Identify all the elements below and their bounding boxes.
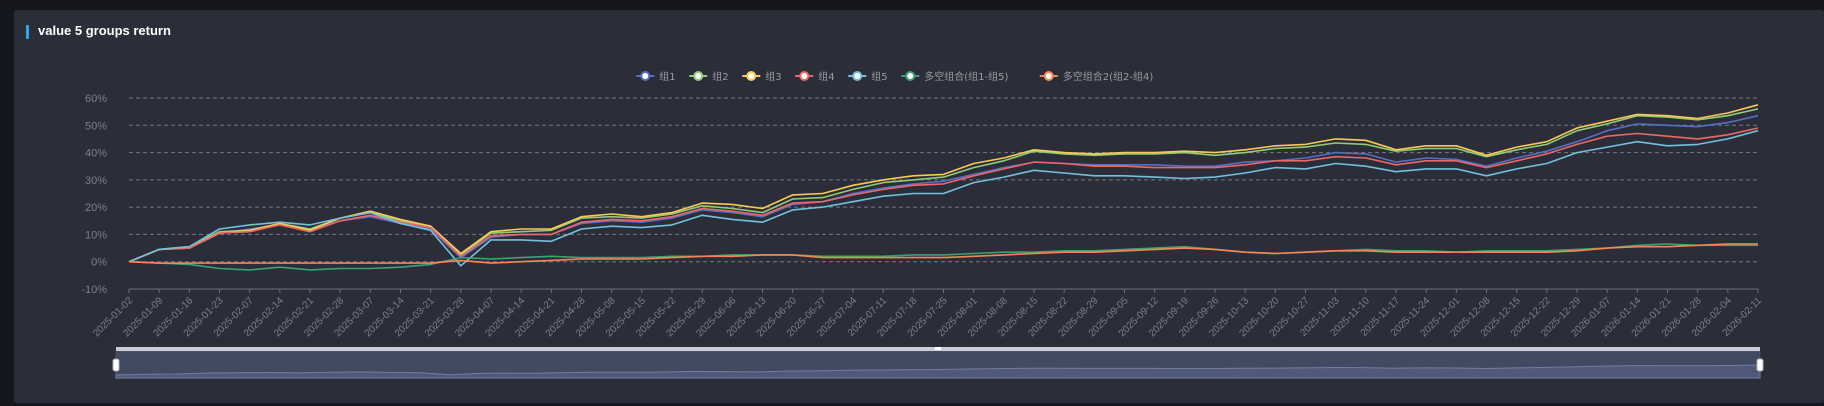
legend-item-3[interactable]: 组3 [742,70,782,83]
series-line-6[interactable] [128,243,1758,271]
legend-label: 多空组合(组1-组5) [924,70,1008,83]
y-tick-label: 10% [85,229,107,241]
legend-label: 组5 [871,70,887,83]
y-tick-label: 40% [85,148,107,160]
title-accent-bar [26,25,29,39]
series-line-4[interactable] [128,127,1759,263]
zoom-window[interactable] [116,351,1760,378]
y-tick-label: 50% [85,120,107,132]
legend-item-6[interactable]: 多空组合(组1-组5) [901,70,1008,83]
axis-layer: -10%0%10%20%30%40%50%60%2025-01-022025-0… [81,93,1764,339]
legend-circle-icon [746,71,757,81]
legend-circle-icon [1043,71,1054,81]
legend[interactable]: 组1 组2 组3 组4 组5 多空组合(组1-组5) 多空组合2(组2-组4) [636,70,1153,83]
legend-circle-icon [693,71,704,81]
zoom-handle-left[interactable] [112,358,120,372]
legend-circle-icon [905,71,916,81]
series-line-1[interactable] [128,114,1759,263]
y-tick-label: 60% [85,93,107,105]
zoom-preview [115,364,1761,379]
legend-label: 组1 [659,70,675,83]
legend-label: 组3 [765,70,781,83]
legend-label: 组4 [818,70,834,83]
legend-circle-icon [640,71,651,81]
legend-item-5[interactable]: 组5 [848,70,888,83]
series-line-2[interactable] [128,108,1759,263]
data-zoom-slider[interactable] [112,347,1764,379]
legend-item-4[interactable]: 组4 [795,70,835,83]
legend-label: 多空组合2(组2-组4) [1063,70,1154,83]
legend-item-2[interactable]: 组2 [689,70,729,83]
legend-circle-icon [852,71,863,81]
panel-title: value 5 groups return [38,23,171,38]
legend-circle-icon [799,71,810,81]
legend-item-1[interactable]: 组1 [636,70,676,83]
zoom-handle-right[interactable] [1756,358,1764,372]
series-layer [128,104,1759,271]
y-tick-label: -10% [81,284,107,296]
y-tick-label: 30% [85,175,107,187]
y-tick-label: 0% [91,257,107,269]
y-tick-label: 20% [85,202,107,214]
series-line-3[interactable] [128,104,1759,263]
legend-label: 组2 [712,70,728,83]
zoom-grip-icon[interactable] [935,347,941,350]
legend-item-7[interactable]: 多空组合2(组2-组4) [1039,70,1154,83]
series-line-7[interactable] [128,243,1758,264]
series-line-5[interactable] [128,129,1759,267]
